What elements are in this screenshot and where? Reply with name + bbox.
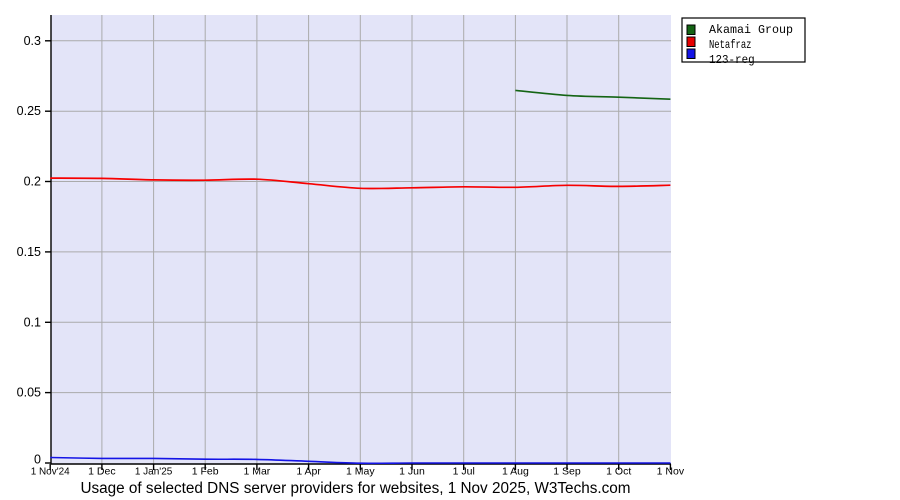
svg-text:0: 0 [34,453,41,467]
svg-text:1 Apr: 1 Apr [296,466,321,478]
svg-text:1 Nov'24: 1 Nov'24 [31,466,70,478]
svg-text:1 Feb: 1 Feb [192,466,219,478]
svg-text:1 Jan'25: 1 Jan'25 [135,466,173,478]
svg-text:0.25: 0.25 [17,104,41,118]
svg-text:Akamai Group: Akamai Group [709,23,793,37]
svg-text:1 Oct: 1 Oct [606,466,631,478]
svg-text:Netafraz: Netafraz [709,38,752,52]
svg-text:1 Sep: 1 Sep [553,466,581,478]
svg-text:0.2: 0.2 [24,175,41,189]
svg-text:1 Aug: 1 Aug [502,466,529,478]
svg-text:1 Mar: 1 Mar [243,466,270,478]
svg-text:123-reg: 123-reg [709,53,755,67]
svg-text:0.1: 0.1 [24,315,41,329]
svg-text:0.15: 0.15 [17,245,41,259]
svg-text:1 Nov: 1 Nov [657,466,685,478]
svg-text:1 Dec: 1 Dec [88,466,115,478]
svg-text:1 May: 1 May [346,466,375,478]
svg-text:0.05: 0.05 [17,386,41,400]
svg-text:0.3: 0.3 [24,34,41,48]
svg-text:1 Jun: 1 Jun [399,466,425,478]
svg-text:1 Jul: 1 Jul [453,466,475,478]
